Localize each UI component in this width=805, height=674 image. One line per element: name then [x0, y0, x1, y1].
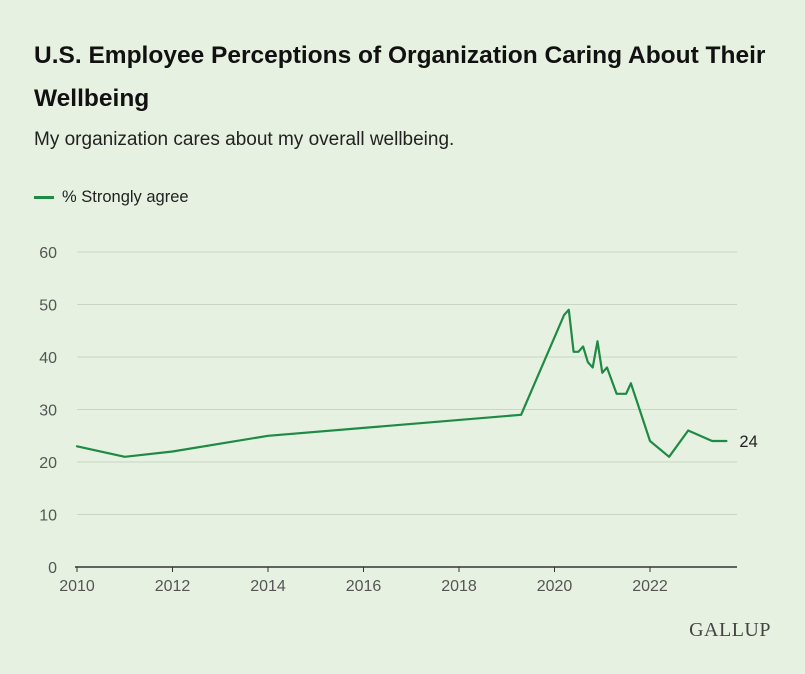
- x-tick-label: 2018: [441, 578, 477, 595]
- chart-title: U.S. Employee Perceptions of Organizatio…: [34, 42, 766, 112]
- chart-subtitle: My organization cares about my overall w…: [34, 129, 455, 150]
- series-line-strongly-agree: [75, 308, 728, 458]
- y-tick-label: 20: [39, 455, 57, 472]
- x-tick-label: 2012: [155, 578, 191, 595]
- y-tick-label: 0: [48, 560, 57, 577]
- legend-swatch: [34, 196, 54, 199]
- axes: [75, 566, 737, 572]
- x-tick-label: 2016: [346, 578, 382, 595]
- end-value-label: 24: [739, 433, 757, 451]
- x-tick-label: 2014: [250, 578, 286, 595]
- y-tick-label: 30: [39, 403, 57, 420]
- x-tick-label: 2020: [537, 578, 573, 595]
- x-tick-label: 2022: [632, 578, 668, 595]
- legend: % Strongly agree: [34, 188, 189, 207]
- series: [75, 308, 728, 458]
- y-tick-label: 60: [39, 245, 57, 262]
- legend-label: % Strongly agree: [62, 188, 189, 206]
- y-tick-label: 50: [39, 298, 57, 315]
- y-tick-label: 40: [39, 350, 57, 367]
- grid-lines: [77, 251, 737, 515]
- x-tick-label: 2010: [59, 578, 95, 595]
- labels: 0 10 20 30 40 50 60 2010 2012 2014 2016 2018 2020 202…: [39, 245, 758, 595]
- y-tick-label: 10: [39, 508, 57, 525]
- gallup-logo: GALLUP: [689, 619, 771, 641]
